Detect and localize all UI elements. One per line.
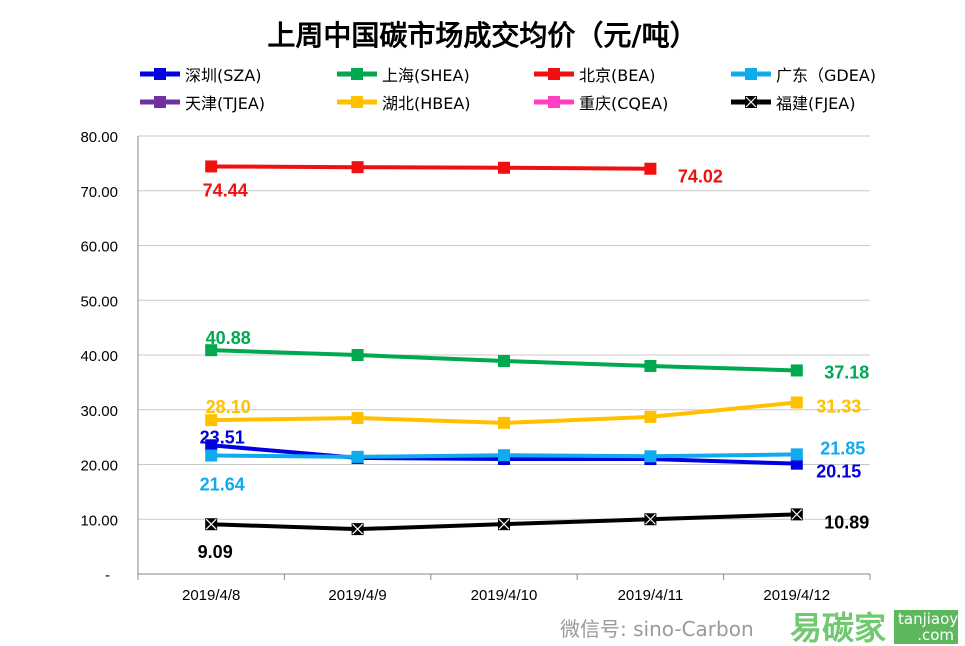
- legend-item: 上海(SHEA): [335, 64, 470, 85]
- legend-item: 湖北(HBEA): [335, 92, 471, 113]
- chart-title: 上周中国碳市场成交均价（元/吨）: [267, 19, 698, 52]
- watermark-site: tanjiaoyi .com: [894, 610, 962, 644]
- watermark-brand: 易碳家: [790, 609, 887, 646]
- data-point: [644, 162, 657, 175]
- data-point: [790, 364, 803, 377]
- series-line-2: [211, 164, 651, 171]
- legend-label: 上海(SHEA): [382, 66, 470, 85]
- x-tick-label: 2019/4/12: [763, 587, 830, 604]
- legend-marker-icon: [140, 96, 180, 108]
- x-tick-label: 2019/4/10: [471, 587, 538, 604]
- legend-marker-icon: [140, 68, 180, 80]
- data-point-x: [644, 513, 656, 525]
- data-label: 23.51: [200, 427, 245, 447]
- data-point: [205, 414, 218, 427]
- x-tick-label: 2019/4/11: [618, 587, 684, 604]
- data-point: [498, 416, 510, 429]
- data-label: 31.33: [816, 396, 861, 416]
- data-label: 9.09: [198, 542, 233, 562]
- legend-label: 深圳(SZA): [185, 66, 262, 85]
- data-label: 20.15: [816, 462, 861, 482]
- watermark-wechat: 微信号: sino-Carbon: [560, 617, 754, 641]
- legend-item: 深圳(SZA): [138, 64, 262, 85]
- legend-item: 天津(TJEA): [138, 92, 266, 113]
- y-tick-label: 40.00: [80, 348, 118, 365]
- data-point: [351, 450, 364, 463]
- legend-label: 北京(BEA): [579, 66, 656, 85]
- legend-item: 广东（GDEA): [729, 64, 877, 85]
- data-point: [644, 359, 657, 372]
- data-point: [790, 457, 803, 470]
- legend-marker-icon: [534, 96, 574, 108]
- legend-marker-icon: [731, 96, 771, 108]
- data-point: [644, 450, 657, 463]
- legend-label: 福建(FJEA): [776, 94, 856, 113]
- data-point: [351, 161, 364, 174]
- legend-marker-icon: [337, 96, 377, 108]
- data-point: [205, 439, 218, 452]
- legend-marker-icon: [534, 68, 574, 80]
- data-label: 28.10: [206, 397, 251, 417]
- y-tick-label: 60.00: [80, 239, 118, 256]
- data-point-x: [791, 508, 803, 520]
- data-point: [790, 448, 803, 461]
- data-point: [498, 355, 510, 368]
- y-tick-label: 80.00: [80, 129, 118, 146]
- data-point: [790, 396, 803, 409]
- legend-label: 重庆(CQEA): [579, 94, 669, 113]
- data-point: [644, 410, 657, 423]
- data-label: 21.64: [200, 475, 245, 495]
- legend-marker-icon: [337, 68, 377, 80]
- legend-label: 天津(TJEA): [185, 94, 266, 113]
- legend-label: 湖北(HBEA): [382, 94, 471, 113]
- y-tick-label: 50.00: [80, 293, 118, 310]
- y-tick-label: 30.00: [80, 403, 118, 420]
- y-tick-label: 20.00: [80, 458, 118, 475]
- legend-item: 北京(BEA): [532, 64, 656, 85]
- legend-item: 重庆(CQEA): [532, 92, 669, 113]
- data-point-x: [205, 518, 217, 530]
- data-point: [205, 344, 218, 357]
- data-point: [351, 349, 364, 361]
- data-point: [205, 160, 218, 173]
- data-label: 74.44: [203, 180, 248, 200]
- legend-marker-icon: [731, 68, 771, 80]
- data-point: [205, 449, 218, 462]
- data-label: 21.85: [820, 438, 865, 458]
- data-point-x: [498, 518, 510, 530]
- data-label: 37.18: [824, 362, 869, 382]
- data-point: [498, 161, 510, 174]
- x-tick-label: 2019/4/9: [328, 587, 386, 604]
- y-tick-label: 10.00: [80, 512, 118, 529]
- data-point: [498, 449, 510, 462]
- legend-item: 福建(FJEA): [729, 92, 856, 113]
- x-tick-label: 2019/4/8: [182, 587, 240, 604]
- data-label: 10.89: [824, 512, 869, 532]
- data-point: [351, 411, 364, 424]
- data-point-x: [352, 523, 364, 535]
- legend-label: 广东（GDEA): [776, 66, 877, 85]
- data-label: 74.02: [678, 167, 723, 187]
- data-label: 40.88: [206, 328, 251, 348]
- y-tick-label: 70.00: [80, 184, 118, 201]
- y-tick-label: -: [105, 567, 110, 584]
